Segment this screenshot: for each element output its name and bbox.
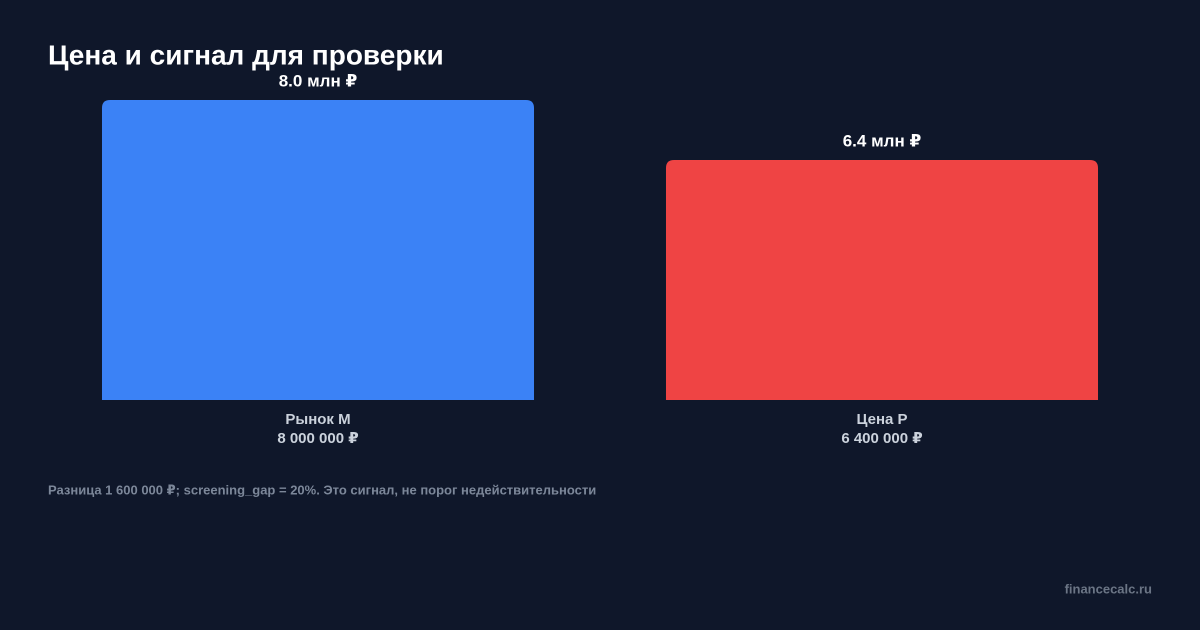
watermark: financecalc.ru bbox=[1065, 581, 1152, 596]
x-tick-label: Цена P bbox=[856, 411, 907, 428]
x-tick-label: Рынок M bbox=[285, 411, 350, 428]
x-tick-sublabel: 8 000 000 ₽ bbox=[277, 430, 358, 447]
bar bbox=[101, 100, 535, 400]
value-label: 8.0 млн ₽ bbox=[279, 71, 358, 90]
bar bbox=[665, 160, 1099, 400]
chart-title: Цена и сигнал для проверки bbox=[48, 39, 444, 70]
x-tick-sublabel: 6 400 000 ₽ bbox=[841, 430, 922, 447]
note: Разница 1 600 000 ₽; screening_gap = 20%… bbox=[48, 482, 596, 497]
value-label: 6.4 млн ₽ bbox=[843, 131, 922, 150]
